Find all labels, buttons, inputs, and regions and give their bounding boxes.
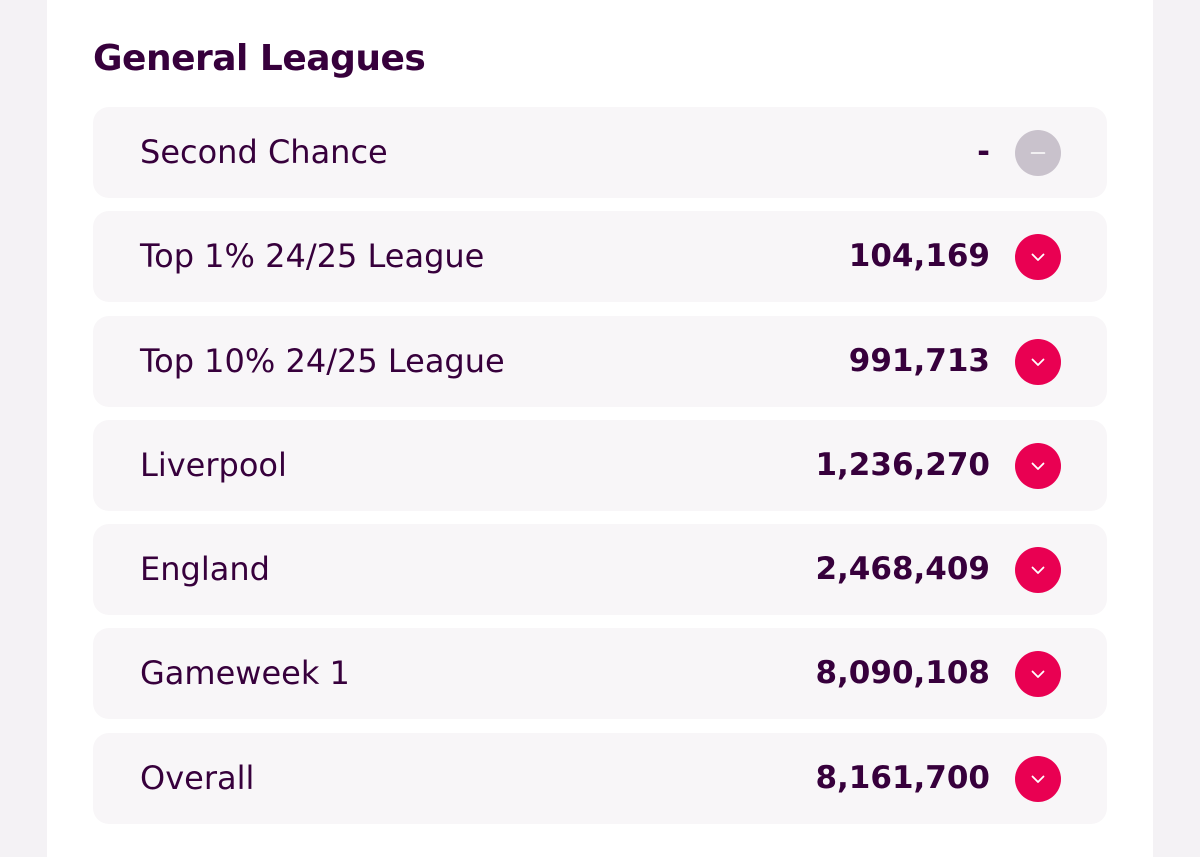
league-name: Second Chance — [140, 133, 388, 171]
chevron-down-icon — [1015, 338, 1061, 385]
league-row-top-10-percent[interactable]: Top 10% 24/25 League 991,713 — [93, 315, 1107, 407]
league-row-second-chance[interactable]: Second Chance - — [93, 107, 1107, 198]
league-rank: 991,713 — [848, 342, 990, 379]
league-name: Overall — [140, 758, 255, 797]
league-row-england[interactable]: England 2,468,409 — [93, 524, 1107, 616]
league-rank: 8,161,700 — [815, 759, 990, 796]
league-name: Gameweek 1 — [140, 654, 350, 693]
league-name: Liverpool — [140, 445, 287, 484]
league-name: Top 10% 24/25 League — [140, 341, 505, 380]
chevron-down-icon — [1015, 234, 1061, 281]
league-rank: 1,236,270 — [815, 446, 990, 483]
chevron-down-icon — [1015, 651, 1061, 698]
league-row-liverpool[interactable]: Liverpool 1,236,270 — [93, 419, 1107, 511]
league-rank: 8,090,108 — [815, 655, 990, 692]
general-leagues-panel: General Leagues Second Chance - Top 1% 2… — [47, 0, 1153, 857]
league-rank: 104,169 — [848, 238, 990, 275]
chevron-down-icon — [1015, 442, 1061, 489]
league-rank: 2,468,409 — [815, 551, 990, 588]
chevron-down-icon — [1015, 547, 1061, 594]
league-name: Top 1% 24/25 League — [140, 237, 485, 276]
league-rank: - — [977, 134, 990, 170]
chevron-down-icon — [1015, 755, 1061, 802]
league-name: England — [140, 550, 270, 589]
league-row-overall[interactable]: Overall 8,161,700 — [93, 732, 1107, 824]
section-title: General Leagues — [93, 38, 426, 79]
league-list: Second Chance - Top 1% 24/25 League 104,… — [93, 107, 1107, 837]
minus-icon — [1015, 130, 1061, 176]
league-row-top-1-percent[interactable]: Top 1% 24/25 League 104,169 — [93, 211, 1107, 303]
league-row-gameweek-1[interactable]: Gameweek 1 8,090,108 — [93, 628, 1107, 720]
